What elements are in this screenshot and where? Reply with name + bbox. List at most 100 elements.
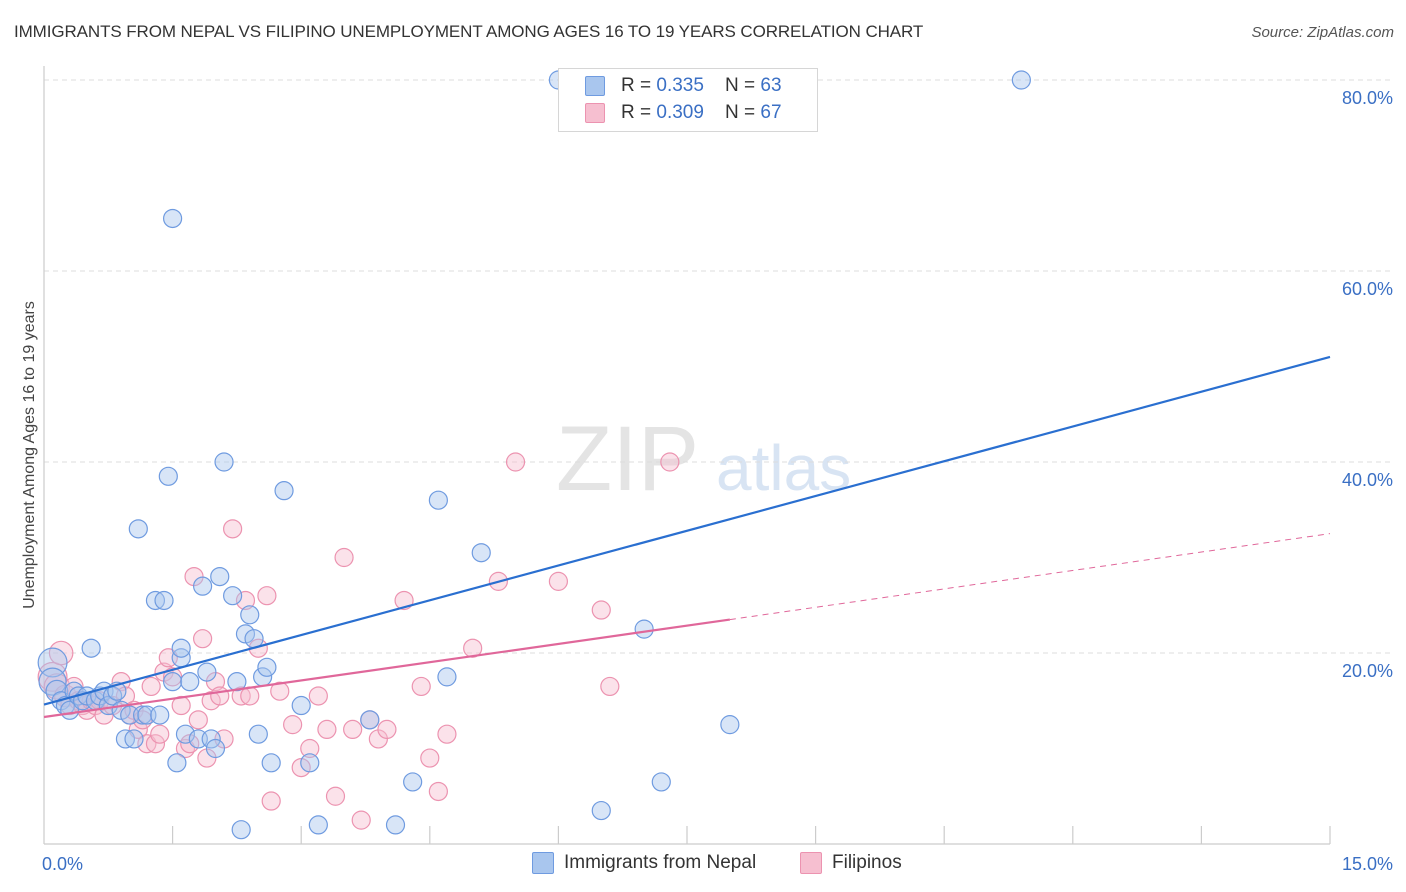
filipino-point [193, 629, 213, 649]
nepal-point [163, 208, 183, 229]
legend-nepal-text: R = 0.335 N = 63 [621, 75, 782, 97]
nepal-point [231, 820, 251, 840]
nepal-point [720, 715, 740, 735]
nepal-point [385, 815, 406, 835]
x-tick-label: 15.0% [1342, 854, 1393, 874]
legend-nepal-r-label: R = [621, 75, 657, 96]
nepal-point [158, 466, 178, 486]
bottom-legend-filipino: Filipinos [800, 852, 902, 874]
filipino-point [428, 781, 448, 802]
y-tick-label: 60.0% [1342, 279, 1393, 299]
filipino-point [235, 590, 256, 611]
legend-filipino-n-value: 67 [760, 102, 782, 123]
correlation-legend: R = 0.335 N = 63 R = 0.309 N = 67 [558, 68, 818, 132]
nepal-point [210, 566, 230, 587]
bottom-filipino-label: Filipinos [832, 852, 902, 873]
filipino-points [37, 452, 680, 830]
filipino-point [437, 724, 457, 744]
filipino-point [463, 638, 483, 658]
filipino-point [505, 452, 526, 472]
bottom-nepal-swatch [532, 852, 554, 874]
axes [43, 66, 1331, 845]
nepal-point [171, 638, 191, 658]
nepal-point [124, 729, 144, 749]
nepal-point [128, 519, 148, 539]
nepal-point [651, 772, 671, 792]
nepal-point [205, 738, 226, 759]
nepal-points [37, 70, 1031, 840]
nepal-point [132, 705, 153, 725]
nepal-point [81, 638, 101, 658]
filipino-point [141, 676, 161, 697]
legend-nepal-n-value: 63 [760, 75, 782, 96]
filipino-point [411, 676, 431, 697]
nepal-point [360, 710, 380, 730]
nepal-point [240, 605, 260, 625]
nepal-point [437, 667, 457, 687]
filipino-trend-extension [729, 533, 1331, 621]
nepal-point [471, 543, 491, 563]
chart-title: IMMIGRANTS FROM NEPAL VS FILIPINO UNEMPL… [14, 22, 924, 41]
filipino-point [145, 734, 166, 754]
nepal-point [591, 800, 611, 821]
filipino-point [548, 571, 569, 591]
filipino-point [600, 676, 620, 697]
filipino-point [261, 791, 281, 811]
filipino-point [270, 681, 290, 701]
legend-nepal-r-value: 0.335 [656, 75, 704, 96]
filipino-swatch [585, 103, 605, 123]
filipino-point [377, 719, 397, 740]
watermark-zip: ZIP [556, 408, 699, 510]
filipino-point [128, 719, 148, 740]
filipino-point [257, 586, 277, 606]
filipino-trend-line [43, 618, 731, 719]
nepal-point [197, 662, 217, 682]
filipino-point [283, 715, 303, 735]
bottom-filipino-swatch [800, 852, 822, 874]
nepal-point [180, 672, 200, 692]
legend-filipino-r-value: 0.309 [656, 102, 704, 123]
grid [44, 79, 1392, 654]
nepal-point [428, 490, 448, 510]
bottom-nepal-label: Immigrants from Nepal [564, 852, 757, 873]
nepal-point [274, 481, 294, 501]
nepal-point [300, 753, 320, 773]
nepal-point [175, 724, 196, 744]
nepal-swatch [585, 76, 605, 96]
filipino-point [300, 738, 320, 759]
nepal-point [291, 695, 311, 716]
nepal-point [201, 729, 221, 749]
y-tick-label: 20.0% [1342, 661, 1393, 681]
nepal-point [257, 657, 277, 677]
filipino-point [210, 686, 230, 706]
nepal-point [154, 590, 174, 611]
source-label: Source: ZipAtlas.com [1251, 24, 1394, 41]
nepal-point [163, 672, 183, 692]
filipino-point [351, 810, 371, 830]
watermark-atlas: atlas [716, 432, 851, 504]
legend-filipino-text: R = 0.309 N = 67 [621, 102, 782, 124]
nepal-point [150, 705, 170, 725]
nepal-point [261, 753, 281, 773]
filipino-point [660, 452, 680, 472]
legend-filipino-r-label: R = [621, 102, 657, 123]
nepal-point [167, 753, 187, 773]
nepal-point [193, 576, 213, 596]
nepal-point [634, 619, 654, 639]
nepal-point [223, 586, 243, 606]
nepal-point [308, 815, 328, 835]
nepal-point [403, 772, 423, 792]
filipino-point [188, 710, 208, 730]
watermark: ZIP atlas [556, 408, 851, 510]
y-tick-label: 80.0% [1342, 88, 1393, 108]
x-tick-label: 0.0% [42, 854, 83, 874]
trend-lines [43, 355, 1331, 719]
filipino-point [317, 719, 337, 740]
filipino-point [150, 724, 170, 744]
filipino-point [334, 547, 354, 568]
filipino-point [591, 600, 611, 620]
filipino-point [325, 786, 346, 806]
tick-labels: 20.0% 40.0% 60.0% 80.0% 0.0% 15.0% [42, 88, 1393, 874]
filipino-point [343, 719, 363, 740]
